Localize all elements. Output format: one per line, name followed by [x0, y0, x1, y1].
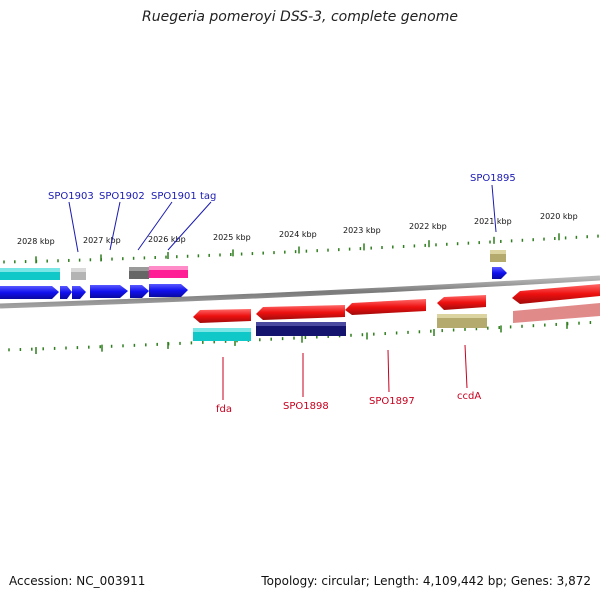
gene-label-spo1903[interactable]: SPO1903 [48, 191, 94, 202]
tick-label: 2024 kbp [279, 230, 317, 239]
gene-arrow-spo1902[interactable] [90, 285, 128, 298]
tick-label: 2020 kbp [540, 212, 578, 221]
tick-label: 2026 kbp [148, 235, 186, 244]
forward-gene-row [0, 267, 507, 299]
reverse-cog-row [193, 303, 600, 341]
tick-labels: 2028 kbp 2027 kbp 2026 kbp 2025 kbp 2024 kbp… [17, 212, 578, 246]
gene-label-spo1897[interactable]: SPO1897 [369, 396, 415, 407]
genome-backbone [0, 275, 600, 309]
tick-label: 2025 kbp [213, 233, 251, 242]
accession-text: Accession: NC_003911 [9, 574, 146, 588]
reverse-labels: fda SPO1898 SPO1897 ccdA [216, 344, 481, 415]
forward-cog-row [0, 250, 506, 280]
gene-arrow-spo1898[interactable] [256, 305, 345, 320]
gene-label-spo1898[interactable]: SPO1898 [283, 401, 329, 412]
gene-label-spo1901[interactable]: SPO1901 [151, 191, 197, 202]
cog-bar-pink [513, 303, 600, 323]
gene-arrow-forward[interactable] [72, 286, 86, 299]
topology-summary: Topology: circular; Length: 4,109,442 bp… [261, 574, 591, 588]
gene-arrow-fda[interactable] [193, 309, 251, 323]
tick-label: 2021 kbp [474, 217, 512, 226]
tick-label: 2022 kbp [409, 222, 447, 231]
gene-arrow-spo1895[interactable] [492, 267, 507, 279]
forward-labels: SPO1903 SPO1902 SPO1901 tag SPO1895 [48, 173, 516, 253]
gene-arrow-spo1901[interactable] [130, 285, 149, 298]
map-title: Ruegeria pomeroyi DSS-3, complete genome [142, 9, 458, 25]
gene-label-tag[interactable]: tag [200, 191, 216, 202]
gene-arrow-forward[interactable] [60, 286, 72, 299]
tick-label: 2027 kbp [83, 236, 121, 245]
gene-label-fda[interactable]: fda [216, 404, 232, 415]
gene-arrow-reverse[interactable] [512, 284, 600, 304]
gene-arrow-spo1897[interactable] [345, 299, 426, 315]
gene-arrow-forward[interactable] [0, 286, 59, 299]
gene-arrow-tag[interactable] [149, 284, 188, 297]
gene-label-spo1895[interactable]: SPO1895 [470, 173, 516, 184]
tick-label: 2028 kbp [17, 237, 55, 246]
reverse-gene-row [193, 284, 600, 323]
gene-label-spo1902[interactable]: SPO1902 [99, 191, 145, 202]
tick-label: 2023 kbp [343, 226, 381, 235]
gene-arrow-ccda[interactable] [437, 295, 486, 310]
gene-label-ccda[interactable]: ccdA [457, 391, 481, 402]
tick-row-upper [3, 233, 599, 264]
